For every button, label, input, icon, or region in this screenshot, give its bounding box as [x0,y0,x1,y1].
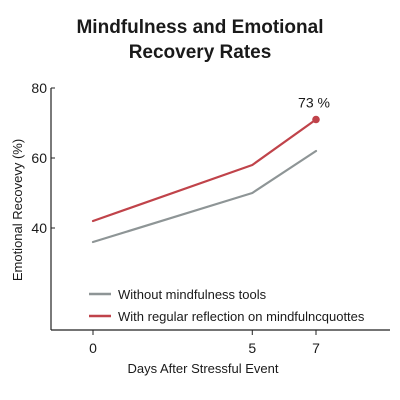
x-tick-label: 7 [312,340,320,356]
y-tick-label: 80 [31,80,47,96]
x-axis-ticks: 0 5 7 [89,330,320,356]
annotation-label: 73 % [298,95,330,111]
y-axis-label: Emotional Recovevy (%) [10,139,25,281]
y-tick-label: 40 [31,220,47,236]
y-axis-ticks: 40 60 80 [31,80,55,236]
chart-title-line-1: Mindfulness and Emotional [76,17,323,38]
x-tick-label: 0 [89,340,97,356]
chart-legend: Without mindfulness tools With regular re… [89,287,365,324]
x-tick-label: 5 [248,340,256,356]
series-lines [91,118,318,244]
legend-label-1: Without mindfulness tools [118,287,267,302]
annotation-point [312,115,320,124]
series-line-1 [91,149,318,244]
annotation-layer: 73 % [298,95,330,124]
x-axis-label: Days After Stressful Event [127,361,278,376]
chart-title: Mindfulness and Emotional Recovery Rates [76,17,323,63]
legend-label-2: With regular reflection on mindfulnc​quo… [118,309,365,324]
series-line-2 [91,118,318,223]
y-tick-label: 60 [31,150,47,166]
chart-title-line-2: Recovery Rates [129,42,272,63]
